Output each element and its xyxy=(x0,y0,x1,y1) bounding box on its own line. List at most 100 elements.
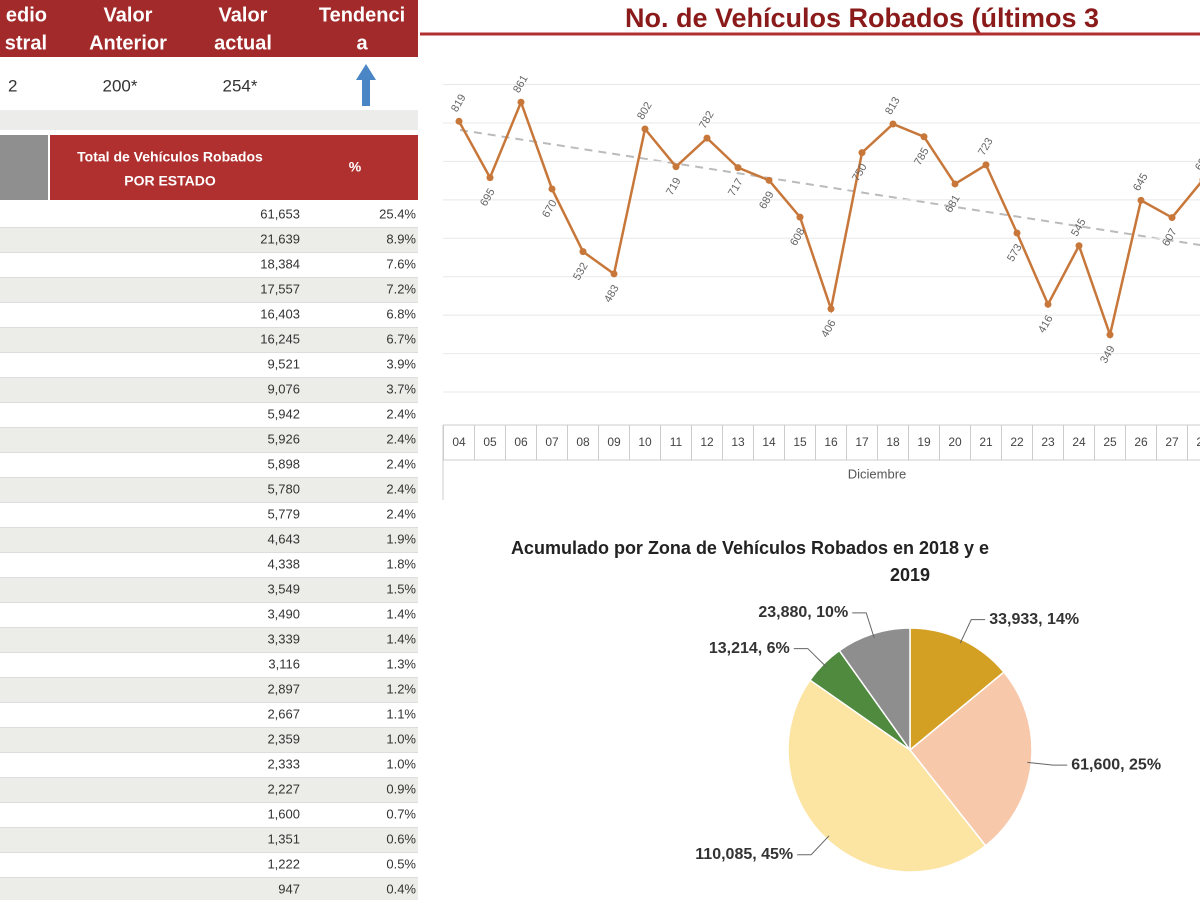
row-band xyxy=(0,253,418,277)
row-band xyxy=(0,578,418,602)
data-label: 861 xyxy=(511,73,531,95)
cell-percent: 2.4% xyxy=(386,481,416,496)
cell-count: 1,600 xyxy=(267,806,300,821)
x-tick-label: 20 xyxy=(948,435,962,449)
cell-percent: 1.4% xyxy=(386,606,416,621)
cell-percent: 3.9% xyxy=(386,356,416,371)
cell-count: 3,490 xyxy=(267,606,300,621)
header-gray-cell xyxy=(0,135,48,200)
cell-percent: 3.7% xyxy=(386,381,416,396)
x-tick-label: 25 xyxy=(1103,435,1117,449)
pie-title: 2019 xyxy=(890,565,930,585)
row-band xyxy=(0,803,418,827)
x-tick-label: 14 xyxy=(762,435,776,449)
header-label: Anterior xyxy=(89,32,167,54)
x-tick-label: 10 xyxy=(638,435,652,449)
cell-count: 5,942 xyxy=(267,406,300,421)
row-band xyxy=(0,403,418,427)
cell-percent: 1.2% xyxy=(386,681,416,696)
cell-count: 17,557 xyxy=(260,281,300,296)
header-label: Valor xyxy=(219,4,268,26)
cell-percent: 6.7% xyxy=(386,331,416,346)
row-band xyxy=(0,753,418,777)
cell-percent: 1.8% xyxy=(386,556,416,571)
cell-count: 21,639 xyxy=(260,231,300,246)
row-band xyxy=(0,353,418,377)
cell-count: 3,339 xyxy=(267,631,300,646)
row-band xyxy=(0,878,418,900)
x-tick-label: 07 xyxy=(545,435,559,449)
row-band xyxy=(0,853,418,877)
data-point xyxy=(673,163,680,170)
cell-percent: 25.4% xyxy=(379,206,416,221)
data-point xyxy=(952,180,959,187)
data-point xyxy=(1014,230,1021,237)
data-point xyxy=(1076,242,1083,249)
data-label: 483 xyxy=(602,283,622,305)
cell-percent: 1.9% xyxy=(386,531,416,546)
data-point xyxy=(580,248,587,255)
x-tick-label: 05 xyxy=(483,435,497,449)
row-band xyxy=(0,828,418,852)
row-band xyxy=(0,603,418,627)
header-label: Tendenci xyxy=(319,4,405,26)
row-band xyxy=(0,278,418,302)
pie-label: 13,214, 6% xyxy=(709,640,790,657)
pie-label: 61,600, 25% xyxy=(1071,756,1161,773)
row-band xyxy=(0,453,418,477)
column-header: POR ESTADO xyxy=(124,173,216,189)
data-label: 349 xyxy=(1098,344,1118,366)
cell-percent: 7.6% xyxy=(386,256,416,271)
data-label: 416 xyxy=(1036,313,1056,335)
row-band xyxy=(0,228,418,252)
cell-percent: 1.3% xyxy=(386,656,416,671)
cell-count: 9,521 xyxy=(267,356,300,371)
cell-percent: 2.4% xyxy=(386,456,416,471)
data-point xyxy=(859,149,866,156)
row-band xyxy=(0,778,418,802)
data-label: 545 xyxy=(1069,217,1089,239)
x-tick-label: 28 xyxy=(1196,435,1200,449)
line-series xyxy=(459,102,1200,335)
cell-count: 18,384 xyxy=(260,256,300,271)
header-value: 254* xyxy=(223,76,258,95)
cell-percent: 0.9% xyxy=(386,781,416,796)
data-point xyxy=(611,270,618,277)
x-axis-label: Diciembre xyxy=(848,466,907,481)
data-label: 719 xyxy=(664,176,684,198)
cell-count: 2,897 xyxy=(267,681,300,696)
cell-percent: 2.4% xyxy=(386,406,416,421)
row-band xyxy=(0,328,418,352)
cell-count: 9,076 xyxy=(267,381,300,396)
data-label: 813 xyxy=(883,95,903,117)
cell-percent: 1.0% xyxy=(386,756,416,771)
data-label: 645 xyxy=(1131,171,1151,193)
cell-count: 5,926 xyxy=(267,431,300,446)
column-header: % xyxy=(349,159,362,175)
data-point xyxy=(1107,331,1114,338)
data-label: 695 xyxy=(478,187,498,209)
data-point xyxy=(921,133,928,140)
data-label: 532 xyxy=(571,261,591,283)
cell-count: 1,351 xyxy=(267,831,300,846)
x-tick-label: 11 xyxy=(670,435,683,449)
line-chart-title: No. de Vehículos Robados (últimos 3 xyxy=(625,3,1099,33)
cell-percent: 8.9% xyxy=(386,231,416,246)
x-tick-label: 16 xyxy=(824,435,838,449)
header-label: stral xyxy=(5,32,47,54)
leader-line xyxy=(960,620,985,644)
cell-count: 5,779 xyxy=(267,506,300,521)
data-point xyxy=(983,161,990,168)
header-cell xyxy=(50,135,418,200)
header-label: a xyxy=(356,32,368,54)
x-tick-label: 06 xyxy=(514,435,528,449)
data-label: 681 xyxy=(943,193,963,215)
row-band xyxy=(0,703,418,727)
data-label: 785 xyxy=(912,146,932,168)
cell-count: 2,359 xyxy=(267,731,300,746)
cell-count: 3,116 xyxy=(268,656,300,671)
cell-count: 5,898 xyxy=(267,456,300,471)
row-band xyxy=(0,653,418,677)
cell-percent: 1.4% xyxy=(386,631,416,646)
